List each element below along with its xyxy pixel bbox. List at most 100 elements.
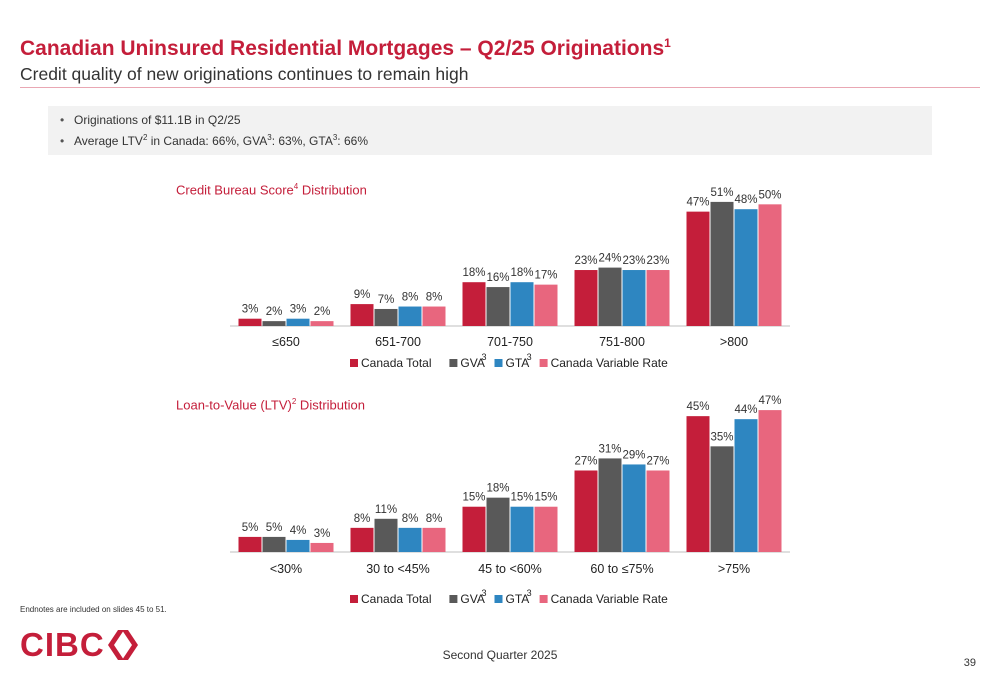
data-label: 27% [646, 455, 669, 467]
data-label: 8% [426, 513, 443, 525]
bar [686, 211, 710, 326]
data-label: 50% [758, 189, 781, 201]
data-label: 24% [598, 253, 621, 265]
data-label: 4% [290, 525, 307, 537]
bullet-originations: • Originations of $11.1B in Q2/25 [60, 110, 932, 131]
x-tick-label: >75% [718, 562, 750, 576]
bar [598, 267, 622, 326]
data-label: 31% [598, 443, 621, 455]
x-tick-label: 45 to <60% [478, 562, 542, 576]
page-title-footnote: 1 [664, 36, 671, 50]
legend-label: Canada Total [361, 592, 432, 606]
data-label: 8% [426, 292, 443, 304]
page-title-text: Canadian Uninsured Residential Mortgages… [20, 37, 665, 60]
bar [262, 536, 286, 552]
bar [622, 270, 646, 326]
legend-footnote: 3 [527, 588, 532, 598]
bar [286, 318, 310, 326]
x-tick-label: <30% [270, 562, 302, 576]
bar [686, 416, 710, 552]
title-divider [20, 87, 980, 88]
bar [310, 321, 334, 326]
legend-label: Canada Variable Rate [551, 356, 669, 370]
data-label: 29% [622, 449, 645, 461]
data-label: 5% [242, 522, 259, 534]
data-label: 9% [354, 289, 371, 301]
cibc-logo: CIBC [20, 626, 150, 664]
bar [486, 287, 510, 326]
endnotes: Endnotes are included on slides 45 to 51… [20, 605, 167, 614]
legend-swatch [449, 359, 458, 367]
data-label: 18% [462, 267, 485, 279]
legend-swatch [449, 595, 458, 603]
bar [534, 284, 558, 326]
bar [238, 318, 262, 326]
bullet-dot-icon: • [60, 134, 65, 148]
legend-swatch [494, 595, 503, 603]
data-label: 23% [622, 255, 645, 267]
chart-title-footnote: 2 [291, 397, 297, 406]
data-label: 47% [758, 395, 781, 407]
logo-wordmark: CIBC [20, 626, 105, 663]
data-label: 3% [242, 304, 259, 316]
bar [238, 536, 262, 552]
bar [350, 527, 374, 552]
footer-quarter: Second Quarter 2025 [442, 648, 558, 662]
x-tick-label: 651-700 [375, 335, 421, 349]
data-label: 18% [510, 267, 533, 279]
bullet-text: Originations of $11.1B in Q2/25 [74, 113, 241, 127]
bar [574, 270, 598, 326]
chart-title-suffix: Distribution [298, 182, 367, 198]
data-label: 15% [510, 492, 533, 504]
bar [758, 204, 782, 326]
bar [398, 527, 422, 552]
bullet-footnote: 3 [332, 133, 338, 142]
bullet-footnote: 3 [267, 133, 272, 142]
data-label: 8% [402, 292, 419, 304]
data-label: 7% [378, 294, 395, 306]
data-label: 5% [266, 522, 283, 534]
legend-label: GTA [506, 592, 530, 606]
data-label: 15% [462, 492, 485, 504]
data-label: 16% [486, 272, 509, 284]
bullet-text-part: in Canada: 66%, GVA [147, 134, 268, 148]
legend-swatch [350, 595, 358, 603]
data-label: 2% [266, 306, 283, 318]
page-number: 39 [963, 657, 976, 669]
bar [462, 282, 486, 326]
page-subtitle: Credit quality of new originations conti… [20, 64, 469, 84]
bullet-text-part: : 63%, GTA [271, 134, 333, 148]
bar [734, 419, 758, 552]
bar [622, 464, 646, 552]
chart-title-text: Loan-to-Value (LTV) [176, 397, 292, 413]
data-label: 15% [534, 492, 557, 504]
data-label: 3% [314, 528, 331, 540]
summary-box: • Originations of $11.1B in Q2/25 • Averag… [48, 106, 932, 155]
data-label: 23% [574, 255, 597, 267]
page-title: Canadian Uninsured Residential Mortgages… [20, 36, 671, 61]
data-label: 8% [402, 513, 419, 525]
bar [598, 458, 622, 552]
data-label: 8% [354, 513, 371, 525]
x-tick-label: 60 to ≤75% [590, 562, 653, 576]
legend-swatch [350, 359, 358, 367]
bullet-average-ltv: • Average LTV2 in Canada: 66%, GVA3: 63%,… [60, 131, 932, 152]
data-label: 35% [710, 431, 733, 443]
ltv-chart-title: Loan-to-Value (LTV)2 Distribution [176, 397, 365, 412]
x-tick-label: >800 [720, 335, 748, 349]
bar [422, 527, 446, 552]
chart-title-text: Credit Bureau Score [176, 182, 294, 198]
legend-footnote: 3 [527, 352, 532, 362]
bullet-text-part: Average LTV [74, 134, 143, 148]
x-tick-label: 751-800 [599, 335, 645, 349]
bar [486, 497, 510, 552]
legend-label: GTA [506, 356, 530, 370]
bar [398, 306, 422, 326]
cibc-diamond-icon [108, 630, 138, 660]
bar [422, 306, 446, 326]
x-tick-label: 701-750 [487, 335, 533, 349]
bullet-text-part: : 66% [337, 134, 368, 148]
bar [646, 270, 670, 326]
data-label: 27% [574, 455, 597, 467]
bar [574, 470, 598, 552]
